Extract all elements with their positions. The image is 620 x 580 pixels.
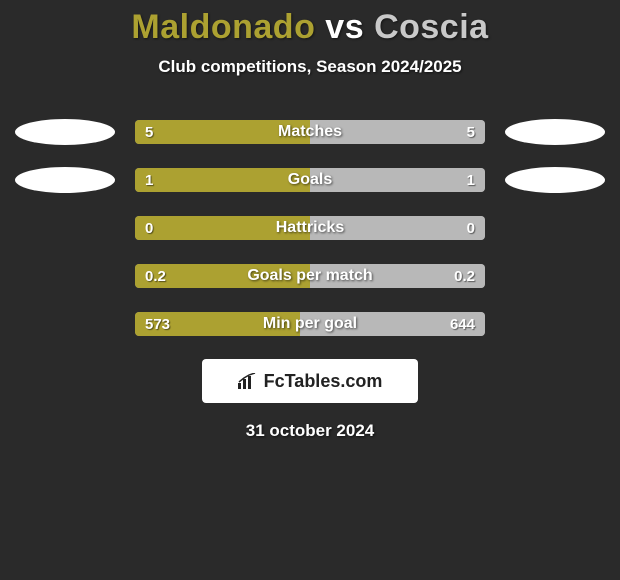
stat-label: Goals: [135, 168, 485, 192]
left-ellipse-spacer: [15, 311, 115, 337]
date-label: 31 october 2024: [0, 421, 620, 441]
fctables-logo: FcTables.com: [202, 359, 418, 403]
stat-bar: 573644Min per goal: [135, 312, 485, 336]
logo-text: FcTables.com: [264, 371, 383, 392]
stat-label: Hattricks: [135, 216, 485, 240]
stat-bar: 11Goals: [135, 168, 485, 192]
page-title: Maldonado vs Coscia: [0, 0, 620, 47]
right-ellipse-spacer: [505, 263, 605, 289]
stat-rows: 55Matches 11Goals 00Hattricks 0.20.2Goals p…: [0, 119, 620, 337]
stat-bar: 00Hattricks: [135, 216, 485, 240]
player1-name: Maldonado: [131, 8, 315, 46]
right-ellipse-icon: [505, 167, 605, 193]
left-ellipse-spacer: [15, 263, 115, 289]
stat-row: 00Hattricks: [0, 215, 620, 241]
stats-compare-card: Maldonado vs Coscia Club competitions, S…: [0, 0, 620, 580]
right-ellipse-icon: [505, 119, 605, 145]
right-ellipse-spacer: [505, 311, 605, 337]
player2-name: Coscia: [374, 8, 489, 46]
left-ellipse-icon: [15, 167, 115, 193]
stat-row: 11Goals: [0, 167, 620, 193]
stat-row: 573644Min per goal: [0, 311, 620, 337]
stat-label: Goals per match: [135, 264, 485, 288]
stat-row: 0.20.2Goals per match: [0, 263, 620, 289]
left-ellipse-icon: [15, 119, 115, 145]
vs-label: vs: [325, 8, 364, 46]
stat-row: 55Matches: [0, 119, 620, 145]
subtitle: Club competitions, Season 2024/2025: [0, 57, 620, 77]
stat-label: Matches: [135, 120, 485, 144]
stat-label: Min per goal: [135, 312, 485, 336]
left-ellipse-spacer: [15, 215, 115, 241]
chart-icon: [238, 373, 258, 389]
right-ellipse-spacer: [505, 215, 605, 241]
stat-bar: 55Matches: [135, 120, 485, 144]
stat-bar: 0.20.2Goals per match: [135, 264, 485, 288]
